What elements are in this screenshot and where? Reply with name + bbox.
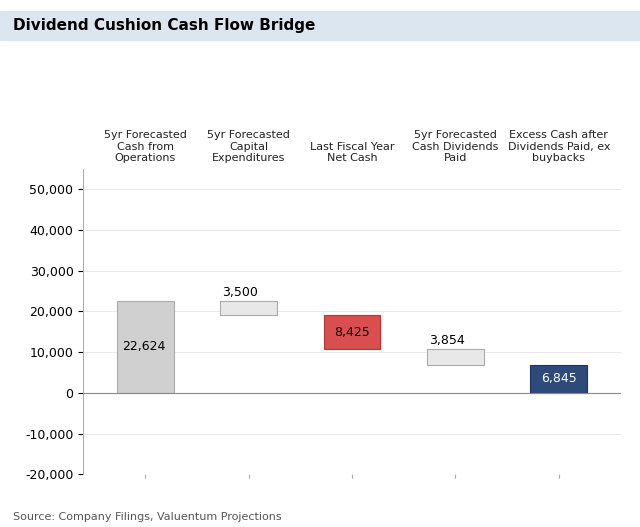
Text: 3,500: 3,500 — [222, 286, 258, 299]
Text: 3,854: 3,854 — [429, 334, 465, 347]
Bar — [116, 300, 173, 393]
Text: Dividend Cushion Cash Flow Bridge: Dividend Cushion Cash Flow Bridge — [13, 17, 315, 33]
Bar — [324, 315, 380, 349]
Bar — [427, 349, 484, 365]
Text: 5yr Forecasted
Capital
Expenditures: 5yr Forecasted Capital Expenditures — [207, 130, 290, 163]
Bar — [220, 300, 277, 315]
Text: 5yr Forecasted
Cash from
Operations: 5yr Forecasted Cash from Operations — [104, 130, 187, 163]
Bar — [531, 365, 588, 393]
Text: 6,845: 6,845 — [541, 373, 577, 385]
Text: Last Fiscal Year
Net Cash: Last Fiscal Year Net Cash — [310, 142, 394, 163]
Text: 5yr Forecasted
Cash Dividends
Paid: 5yr Forecasted Cash Dividends Paid — [412, 130, 499, 163]
Text: Excess Cash after
Dividends Paid, ex
buybacks: Excess Cash after Dividends Paid, ex buy… — [508, 130, 610, 163]
Text: 8,425: 8,425 — [334, 326, 370, 338]
Text: Source: Company Filings, Valuentum Projections: Source: Company Filings, Valuentum Proje… — [13, 512, 282, 522]
Text: 22,624: 22,624 — [122, 340, 165, 353]
